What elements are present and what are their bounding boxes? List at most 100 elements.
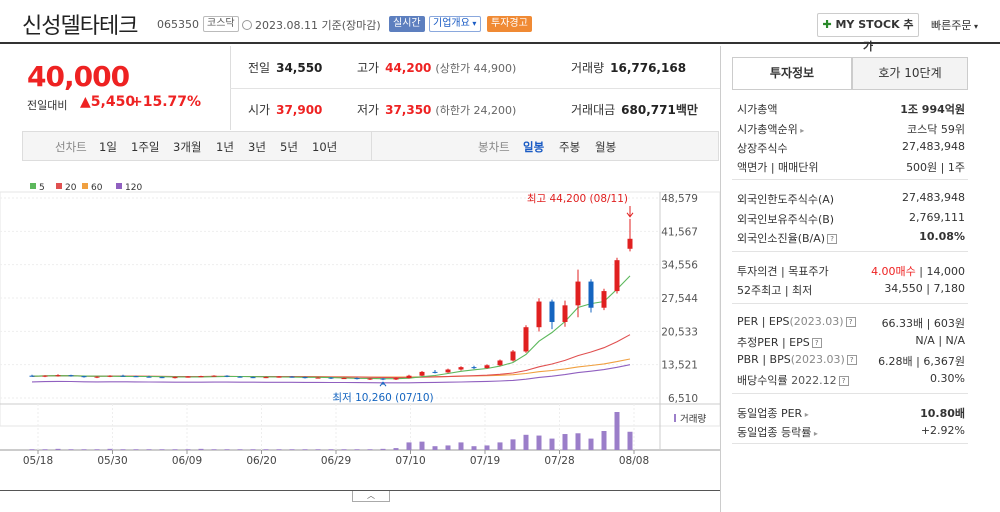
candle-body <box>536 301 542 328</box>
candle-body <box>198 376 204 378</box>
volume-bar <box>302 449 308 450</box>
volume-bar <box>68 449 74 450</box>
period-1d-button[interactable]: 1일 <box>99 140 117 154</box>
candle-body <box>588 281 594 308</box>
high-label: 고가 <box>357 61 380 75</box>
min-arrow-head <box>379 381 387 387</box>
foreign-ratio-value: 10.08% <box>919 230 965 243</box>
volume-bar <box>341 449 347 450</box>
foreign-limit-value: 27,483,948 <box>902 191 965 204</box>
legend-swatch <box>30 183 36 189</box>
ma-line-120 <box>31 364 631 384</box>
chevron-right-icon: ▸ <box>811 429 818 438</box>
volume-bar <box>445 445 451 450</box>
volume-bar <box>133 449 139 450</box>
volume-bar <box>510 439 516 450</box>
pbr-value: 6.28배 | 6,367원 <box>878 355 965 368</box>
chevron-up-icon: ︿ <box>367 491 375 500</box>
current-price: 40,000 <box>27 60 130 93</box>
x-tick-label: 07/28 <box>544 455 574 467</box>
sector-per-row[interactable]: 동일업종 PER ▸ 10.80배 <box>737 405 965 421</box>
period-1y-button[interactable]: 1년 <box>216 140 234 154</box>
prev-value: 34,550 <box>276 61 323 75</box>
help-icon[interactable]: ? <box>845 317 856 327</box>
divider <box>371 132 372 160</box>
change-percent: +15.77% <box>131 94 202 110</box>
opinion-rating: 4.00매수 <box>871 265 916 278</box>
divider <box>0 490 720 491</box>
tab-hoga-10[interactable]: 호가 10단계 <box>852 57 968 90</box>
volume-bar <box>627 431 633 450</box>
w52-label: 52주최고 | 최저 <box>737 284 813 297</box>
sector-chg-label: 동일업종 등락률 <box>737 426 812 439</box>
market-badge: 코스닥 <box>203 16 239 32</box>
candle-body <box>68 375 74 377</box>
volume: 거래량 16,776,168 <box>571 59 686 76</box>
chevron-down-icon: ▾ <box>971 22 979 31</box>
quick-order-button[interactable]: 빠른주문 ▾ <box>931 17 978 33</box>
legend-swatch <box>116 183 122 189</box>
help-icon[interactable]: ? <box>811 338 822 348</box>
volume-label: 거래량 <box>680 413 706 425</box>
volume-bar <box>588 438 594 450</box>
period-5y-button[interactable]: 5년 <box>280 140 298 154</box>
candle-body <box>146 376 152 378</box>
candle-body <box>55 375 61 377</box>
weekly-candle-button[interactable]: 주봉 <box>559 140 581 154</box>
divider <box>732 443 968 444</box>
upper-limit: (상한가 44,900) <box>435 62 517 75</box>
y-tick-label: 27,544 <box>661 293 698 305</box>
period-1w-button[interactable]: 1주일 <box>131 140 160 154</box>
monthly-candle-button[interactable]: 월봉 <box>595 140 617 154</box>
volume-bar <box>393 448 399 450</box>
volume-bar <box>55 448 61 450</box>
help-icon[interactable]: ? <box>827 234 838 244</box>
period-3y-button[interactable]: 3년 <box>248 140 266 154</box>
pbr-label: PBR | BPS <box>737 353 791 366</box>
volume-bar <box>432 446 438 450</box>
amount-value: 680,771 <box>621 103 676 117</box>
divider <box>732 89 968 90</box>
mystock-add-button[interactable]: ✚ MY STOCK 추가 <box>817 13 919 53</box>
price-plot-frame <box>0 191 720 427</box>
realtime-button[interactable]: 실시간 <box>389 16 425 32</box>
prev-label: 전일 <box>248 61 271 75</box>
candle-body <box>224 375 230 377</box>
y-tick-label: 41,567 <box>661 226 698 238</box>
mcap-rank-row[interactable]: 시가총액순위 ▸ 코스닥 59위 <box>737 121 965 137</box>
help-icon[interactable]: ? <box>838 376 849 386</box>
volume-value: 16,776,168 <box>610 61 687 75</box>
company-overview-button[interactable]: 기업개요 ▾ <box>429 16 481 32</box>
volume-label: 거래량 <box>571 61 605 75</box>
y-tick-label: 34,556 <box>661 260 698 272</box>
change-label: 전일대비 <box>27 99 68 112</box>
legend-swatch <box>82 183 88 189</box>
candle-body <box>523 327 529 352</box>
per-row: PER | EPS(2023.03)? 66.33배 | 603원 <box>737 315 965 330</box>
opinion-row: 투자의견 | 목표주가 4.00매수 | 14,000 <box>737 263 965 279</box>
volume-bar <box>224 449 230 450</box>
price-chart: 48,579 41,567 34,556 27,544 20,533 13,521 6,51… <box>0 183 720 467</box>
period-10y-button[interactable]: 10년 <box>312 140 338 154</box>
period-3m-button[interactable]: 3개월 <box>173 140 202 154</box>
help-icon[interactable]: ? <box>846 355 857 365</box>
expand-toggle-button[interactable]: ︿ <box>352 491 390 502</box>
candle-body <box>250 377 256 379</box>
daily-candle-button[interactable]: 일봉 <box>523 140 545 154</box>
volume-bar <box>29 449 35 450</box>
volume-bar <box>536 435 542 450</box>
sector-chg-value: +2.92% <box>920 424 965 437</box>
sector-chg-row[interactable]: 동일업종 등락률 ▸ +2.92% <box>737 424 965 440</box>
dividend-value: 0.30% <box>930 372 965 385</box>
x-tick-label: 06/29 <box>321 455 351 467</box>
tab-invest-info[interactable]: 투자정보 <box>732 57 852 90</box>
max-arrow-head <box>626 212 634 218</box>
volume-bar <box>484 445 490 450</box>
divider <box>732 393 968 394</box>
volume-bar <box>601 431 607 450</box>
open-price: 시가 37,900 <box>248 101 322 118</box>
volume-bar <box>419 441 425 450</box>
min-label: 최저 10,260 (07/10) <box>332 392 433 404</box>
candle-body <box>107 375 113 377</box>
prev-close: 전일 34,550 <box>248 59 322 76</box>
